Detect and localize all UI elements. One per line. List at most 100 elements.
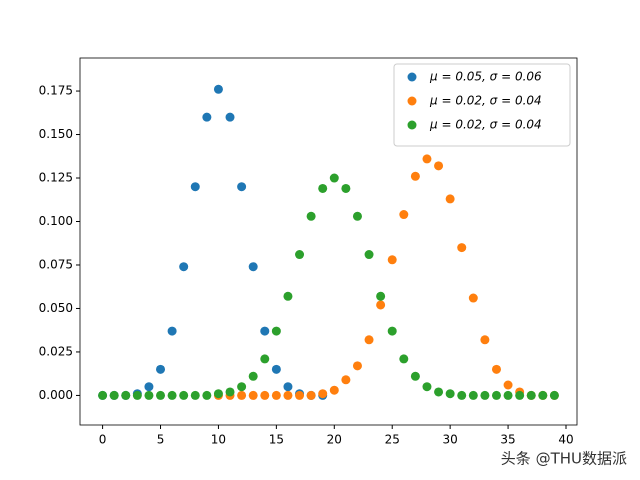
legend-label: μ = 0.02, σ = 0.04 xyxy=(429,94,542,108)
point xyxy=(503,390,513,400)
x-tick-label: 10 xyxy=(211,433,226,447)
point xyxy=(376,300,386,310)
point xyxy=(387,255,397,265)
point xyxy=(109,390,119,400)
point xyxy=(237,390,247,400)
point xyxy=(318,183,328,193)
y-tick-label: 0.050 xyxy=(39,301,73,315)
point xyxy=(167,390,177,400)
point xyxy=(410,171,420,181)
point xyxy=(306,211,316,221)
point xyxy=(410,371,420,381)
point xyxy=(295,390,305,400)
point xyxy=(283,291,293,301)
point xyxy=(283,390,293,400)
point xyxy=(213,389,223,399)
point xyxy=(399,210,409,220)
y-tick-label: 0.150 xyxy=(39,127,73,141)
point xyxy=(387,326,397,336)
point xyxy=(260,326,270,336)
point xyxy=(190,390,200,400)
point xyxy=(144,382,154,392)
legend-marker xyxy=(407,120,417,130)
point xyxy=(422,154,432,164)
point xyxy=(480,390,490,400)
point xyxy=(248,262,258,272)
point xyxy=(248,371,258,381)
point xyxy=(202,390,212,400)
x-tick-label: 40 xyxy=(558,433,573,447)
y-tick-label: 0.100 xyxy=(39,214,73,228)
point xyxy=(457,390,467,400)
point xyxy=(283,382,293,392)
point xyxy=(549,390,559,400)
x-tick-label: 15 xyxy=(269,433,284,447)
point xyxy=(167,326,177,336)
x-tick-label: 0 xyxy=(99,433,107,447)
point xyxy=(329,173,339,183)
point xyxy=(179,262,189,272)
x-tick-label: 25 xyxy=(385,433,400,447)
point xyxy=(213,84,223,94)
point xyxy=(306,390,316,400)
point xyxy=(132,390,142,400)
y-tick-label: 0.075 xyxy=(39,257,73,271)
point xyxy=(98,390,108,400)
point xyxy=(341,183,351,193)
watermark: 头条 @THU数据派 xyxy=(501,450,627,468)
plot-frame xyxy=(79,57,578,426)
legend-marker xyxy=(407,72,417,82)
point xyxy=(434,387,444,397)
point xyxy=(260,390,270,400)
point xyxy=(271,326,281,336)
point xyxy=(364,250,374,260)
point xyxy=(225,112,235,122)
point xyxy=(237,182,247,192)
point xyxy=(260,354,270,364)
point xyxy=(271,364,281,374)
point xyxy=(422,382,432,392)
point xyxy=(515,390,525,400)
point xyxy=(445,389,455,399)
point xyxy=(318,389,328,399)
point xyxy=(468,390,478,400)
y-tick-label: 0.125 xyxy=(39,171,73,185)
point xyxy=(364,335,374,345)
legend-label: μ = 0.05, σ = 0.06 xyxy=(429,70,542,84)
point xyxy=(225,387,235,397)
y-tick-label: 0.025 xyxy=(39,344,73,358)
point xyxy=(121,390,131,400)
point xyxy=(503,380,513,390)
point xyxy=(341,375,351,385)
y-tick-label: 0.175 xyxy=(39,84,73,98)
point xyxy=(526,390,536,400)
x-tick-label: 35 xyxy=(500,433,515,447)
point xyxy=(190,182,200,192)
x-tick-label: 20 xyxy=(327,433,342,447)
y-tick-label: 0.000 xyxy=(39,388,73,402)
point xyxy=(202,112,212,122)
point xyxy=(144,390,154,400)
point xyxy=(538,390,548,400)
point xyxy=(457,243,467,253)
point xyxy=(491,390,501,400)
point xyxy=(445,194,455,204)
point xyxy=(434,161,444,171)
point xyxy=(248,390,258,400)
point xyxy=(352,211,362,221)
legend-box xyxy=(393,63,571,147)
point xyxy=(480,335,490,345)
legend-label: μ = 0.02, σ = 0.04 xyxy=(429,118,542,132)
point xyxy=(179,390,189,400)
point xyxy=(399,354,409,364)
point xyxy=(491,364,501,374)
point xyxy=(352,361,362,371)
point xyxy=(329,385,339,395)
point xyxy=(237,382,247,392)
point xyxy=(271,390,281,400)
point xyxy=(156,390,166,400)
point xyxy=(468,293,478,303)
point xyxy=(156,364,166,374)
x-tick-label: 5 xyxy=(157,433,165,447)
